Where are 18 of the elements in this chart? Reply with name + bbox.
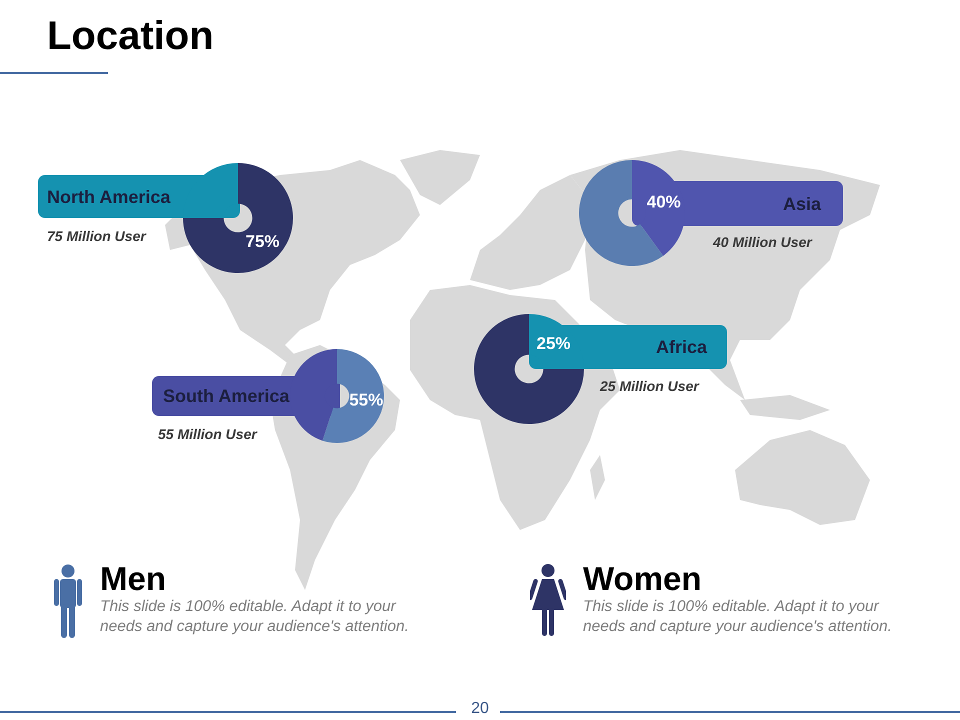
text: This slide is 100% editable. Adapt it to your needs and capture your audience's attention.	[100, 597, 410, 637]
text: 55 Million User	[158, 426, 257, 443]
text: 40 Million User	[713, 234, 812, 251]
text: Women	[583, 560, 702, 598]
data-label: 55%	[349, 390, 384, 410]
text: North America	[47, 186, 170, 208]
text: This slide is 100% editable. Adapt it to your needs and capture your audience's attention.	[583, 597, 893, 637]
text: Asia	[782, 192, 821, 214]
text: Africa	[656, 336, 707, 358]
text: 20	[470, 699, 490, 719]
text: Men	[100, 560, 166, 598]
data-label: 25%	[536, 334, 571, 354]
text: South America	[163, 385, 290, 407]
data-label: 75%	[245, 232, 280, 252]
text: 25 Million User	[600, 378, 699, 395]
data-label: 40%	[646, 192, 681, 212]
text: 75 Million User	[47, 228, 146, 245]
text: Location	[47, 13, 214, 60]
